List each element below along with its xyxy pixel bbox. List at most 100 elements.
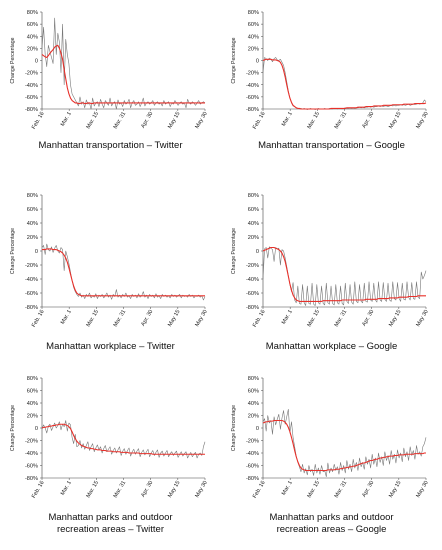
y-tick-label: 60% [248,207,259,213]
raw-series-line [41,420,206,459]
x-tick-label: May 15 [167,480,181,499]
y-tick-label: -40% [246,83,259,89]
y-tick-label: -80% [25,305,38,311]
y-tick-label: -60% [246,464,259,470]
smoothed-series-line [42,248,205,297]
chart-panel-parks-twitter: Change Percentage 80% 60% 40% 20% 0 -20% -40% -6… [0,366,221,549]
x-tick-label: Apr. 30 [361,111,375,129]
chart-parks-twitter: Change Percentage 80% 60% 40% 20% 0 -20% -40% -6… [10,376,209,499]
y-tick-label: -20% [25,71,38,77]
caption-line: Manhattan parks and outdoor [48,512,173,523]
x-tick-label: Feb. 16 [252,480,267,499]
y-tick-label: 20% [248,414,259,420]
chart-caption: Manhattan transportation – Twitter [38,140,183,151]
x-tick-label: Feb. 16 [252,111,267,130]
x-tick-label: May 30 [194,111,208,130]
x-tick-label: Mar. 15 [86,111,101,130]
x-tick-label: Mar. 15 [307,480,322,499]
x-tick-label: Mar. 15 [307,111,322,130]
y-tick-label: -20% [25,439,38,445]
chart-caption: Manhattan transportation – Google [258,140,405,151]
chart-panel-workplace-google: Change Percentage 80% 60% 40% 20% 0 -20% -40% -6… [221,183,442,366]
y-tick-label: 40% [27,401,38,407]
y-tick-label: 60% [248,389,259,395]
x-tick-label: Feb. 16 [31,480,46,499]
y-tick-label: -60% [246,95,259,101]
chart-panel-workplace-twitter: Change Percentage 80% 60% 40% 20% 0 -20% -40% -6… [0,183,221,366]
x-tick-label: Apr. 30 [140,480,154,498]
smoothed-series-line [41,44,205,105]
y-tick-label: -60% [25,95,38,101]
y-tick-label: 20% [27,235,38,241]
x-tick-label: May 30 [415,111,429,130]
y-tick-label: -80% [25,107,38,113]
smoothed-series-line [262,58,427,110]
y-tick-label: 0 [256,59,259,65]
x-tick-label: Apr. 30 [140,111,154,129]
x-tick-label: Mar. 31 [334,111,349,130]
y-tick-label: 0 [256,426,259,432]
chart-panel-transportation-google: Change Percentage 80% 60% 40% 20% 0 -20% -40% -6… [221,0,442,183]
y-axis-label: Change Percentage [231,405,237,451]
y-axis-label: Change Percentage [10,37,16,83]
y-tick-label: -40% [25,83,38,89]
x-tick-label: Apr. 30 [140,309,154,327]
raw-series-line [41,243,206,301]
x-tick-label: Mar. 1 [281,111,294,127]
y-tick-label: 80% [27,376,38,382]
chart-parks-google: Change Percentage 80% 60% 40% 20% 0 -20% -40% -6… [231,376,430,499]
y-tick-label: 40% [27,34,38,40]
x-tick-label: Feb. 16 [252,309,267,328]
x-tick-label: Mar. 31 [113,111,128,130]
x-tick-label: Mar. 15 [86,480,101,499]
x-tick-label: May 15 [388,480,402,499]
caption-line: recreation areas – Google [276,524,387,535]
y-tick-label: 60% [27,22,38,28]
x-tick-label: May 15 [388,309,402,328]
y-tick-label: 60% [27,207,38,213]
x-tick-label: Feb. 16 [31,309,46,328]
x-tick-label: May 15 [388,111,402,130]
x-tick-label: May 15 [167,309,181,328]
y-tick-label: -20% [246,263,259,269]
x-tick-label: Mar. 1 [281,309,294,325]
y-tick-label: -60% [246,291,259,297]
y-tick-label: 40% [248,221,259,227]
x-tick-label: May 30 [415,309,429,328]
y-tick-label: 20% [27,46,38,52]
raw-series-line [41,17,206,110]
y-tick-label: 40% [248,34,259,40]
x-tick-label: Mar. 1 [281,480,294,496]
y-tick-label: -80% [25,476,38,482]
y-tick-label: 80% [27,10,38,16]
y-tick-label: 60% [248,22,259,28]
caption-line: recreation areas – Twitter [56,524,164,535]
y-tick-label: 0 [35,249,38,255]
y-tick-label: -20% [25,263,38,269]
x-tick-label: Mar. 1 [60,480,73,496]
x-tick-label: Mar. 31 [334,309,349,328]
y-tick-label: 60% [27,389,38,395]
y-tick-label: -40% [246,451,259,457]
x-tick-label: Mar. 31 [113,309,128,328]
x-tick-label: Mar. 31 [113,480,128,499]
x-tick-label: May 15 [167,111,181,130]
y-axis-label: Change Percentage [10,405,16,451]
chart-panel-transportation-twitter: Change Percentage 80% 60% 40% 20% 0 -20% -40% -6… [0,0,221,183]
caption-line: Manhattan parks and outdoor [269,512,394,523]
y-tick-label: 80% [248,193,259,199]
y-tick-label: 20% [248,46,259,52]
x-tick-label: Apr. 30 [361,480,375,498]
y-axis-label: Change Percentage [231,37,237,83]
y-tick-label: -20% [246,71,259,77]
y-tick-label: 0 [35,426,38,432]
y-tick-label: -80% [246,305,259,311]
y-tick-label: 40% [27,221,38,227]
raw-series-line [262,57,427,110]
chart-transportation-google: Change Percentage 80% 60% 40% 20% 0 -20% -40% -6… [231,10,430,130]
y-tick-label: -80% [246,476,259,482]
x-tick-label: Feb. 16 [31,111,46,130]
x-tick-label: Mar. 31 [334,480,349,499]
y-axis-label: Change Percentage [231,228,237,274]
smoothed-series-line [41,423,205,455]
